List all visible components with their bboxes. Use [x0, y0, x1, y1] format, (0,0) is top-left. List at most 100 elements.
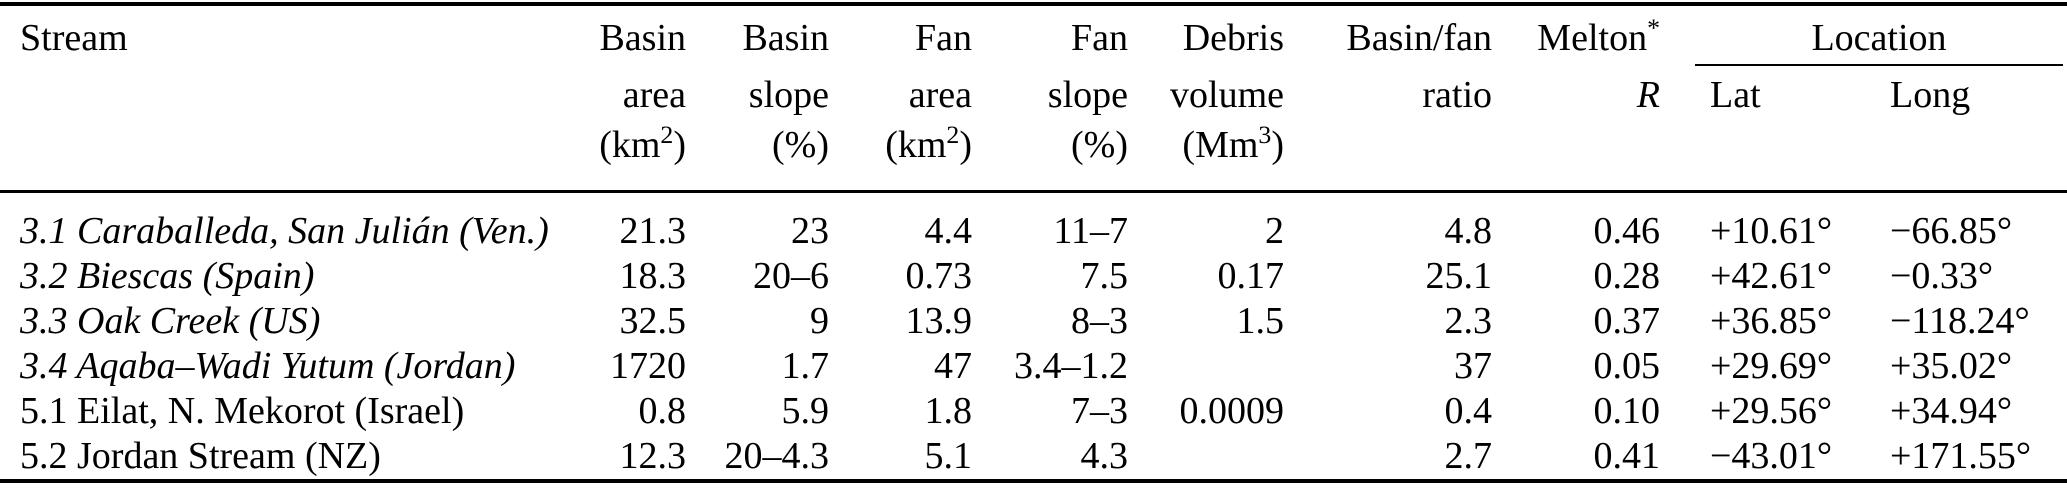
- unit-text: ): [1271, 124, 1284, 166]
- long-value: +35.02°: [1890, 345, 2013, 387]
- col-subheader-area-1: area: [622, 74, 686, 116]
- unit-text: (%): [1071, 124, 1128, 166]
- col-subheader-slope-1: slope: [748, 74, 829, 116]
- basin-area-value: 21.3: [619, 210, 687, 252]
- fan-slope-value: 4.3: [1080, 435, 1129, 477]
- col-unit-empty: [1284, 124, 2067, 192]
- unit-sup: 2: [660, 119, 674, 149]
- lat-value: −43.01°: [1710, 435, 1833, 477]
- basin-slope-value: 1.7: [781, 345, 830, 387]
- header-row-1: Stream Basin Basin Fan Fan Debris Basin/…: [0, 6, 2067, 66]
- col-header-location: Location: [1660, 6, 2067, 66]
- stream-name: 3.2 Biescas (Spain): [20, 255, 315, 297]
- unit-text: ): [959, 124, 972, 166]
- col-header-basin-area: Basin: [599, 17, 686, 59]
- basin-slope-value: 5.9: [781, 390, 830, 432]
- fan-slope-value: 8–3: [1071, 300, 1128, 342]
- melton-label: Melton: [1537, 17, 1648, 59]
- basin-slope-value: 9: [810, 300, 829, 342]
- col-subheader-slope-2: slope: [1047, 74, 1128, 116]
- col-header-debris-volume: Debris: [1182, 17, 1284, 59]
- unit-sup: 2: [946, 119, 960, 149]
- debris-volume-value: 0.17: [1217, 255, 1285, 297]
- fan-area-value: 4.4: [924, 210, 973, 252]
- basin-area-value: 12.3: [619, 435, 687, 477]
- basin-fan-ratio-value: 4.8: [1444, 210, 1493, 252]
- stream-name: 3.4 Aqaba–Wadi Yutum (Jordan): [20, 345, 516, 387]
- table-row: 3.2 Biescas (Spain) 18.3 20–6 0.73 7.5 0…: [0, 254, 2067, 299]
- fan-area-value: 1.8: [924, 390, 973, 432]
- fan-slope-value: 11–7: [1053, 210, 1128, 252]
- unit-text: (%): [772, 124, 829, 166]
- col-header-fan-area: Fan: [915, 17, 972, 59]
- table-row: 3.1 Caraballeda, San Julián (Ven.) 21.3 …: [0, 192, 2067, 255]
- debris-volume-value: [1128, 344, 1284, 389]
- basin-fan-ratio-value: 37: [1454, 345, 1492, 387]
- table-header: Stream Basin Basin Fan Fan Debris Basin/…: [0, 6, 2067, 192]
- lat-value: +29.69°: [1710, 345, 1833, 387]
- fan-area-value: 47: [934, 345, 972, 387]
- basin-slope-value: 20–6: [753, 255, 829, 297]
- col-header-stream: Stream: [20, 17, 128, 59]
- table-top-rule: [0, 2, 2067, 6]
- melton-r-value: 0.37: [1593, 300, 1661, 342]
- stream-name: 3.3 Oak Creek (US): [20, 300, 321, 342]
- data-table: Stream Basin Basin Fan Fan Debris Basin/…: [0, 6, 2067, 479]
- debris-volume-value: [1128, 434, 1284, 479]
- basin-fan-ratio-value: 25.1: [1425, 255, 1493, 297]
- col-subheader-melton-r: R: [1636, 74, 1660, 116]
- stream-name: 3.1 Caraballeda, San Julián (Ven.): [20, 210, 549, 252]
- long-value: −66.85°: [1890, 210, 2013, 252]
- basin-slope-value: 20–4.3: [724, 435, 830, 477]
- lat-value: +29.56°: [1710, 390, 1833, 432]
- col-subheader-volume: volume: [1170, 74, 1284, 116]
- melton-asterisk: *: [1647, 12, 1660, 42]
- basin-area-value: 32.5: [619, 300, 687, 342]
- col-header-basin-slope: Basin: [742, 17, 829, 59]
- melton-r-value: 0.05: [1593, 345, 1661, 387]
- lat-value: +36.85°: [1710, 300, 1833, 342]
- col-subheader-area-2: area: [908, 74, 972, 116]
- header-row-3: (km2) (%) (km2) (%) (Mm3): [0, 121, 2067, 192]
- lat-value: +42.61°: [1710, 255, 1833, 297]
- col-subheader-lat: Lat: [1710, 74, 1761, 116]
- debris-volume-value: 1.5: [1236, 300, 1285, 342]
- col-unit-basin-area: (km2): [586, 121, 686, 192]
- unit-text: ): [673, 124, 686, 166]
- unit-sup: 3: [1258, 119, 1272, 149]
- col-subheader-long: Long: [1890, 74, 1971, 116]
- table-row: 3.4 Aqaba–Wadi Yutum (Jordan) 1720 1.7 4…: [0, 344, 2067, 389]
- long-value: +171.55°: [1890, 435, 2032, 477]
- melton-r-value: 0.46: [1593, 210, 1661, 252]
- basin-fan-ratio-value: 2.3: [1444, 300, 1493, 342]
- melton-r-value: 0.28: [1593, 255, 1661, 297]
- table-row: 5.1 Eilat, N. Mekorot (Israel) 0.8 5.9 1…: [0, 389, 2067, 434]
- lat-value: +10.61°: [1710, 210, 1833, 252]
- basin-area-value: 1720: [610, 345, 686, 387]
- table-body: 3.1 Caraballeda, San Julián (Ven.) 21.3 …: [0, 192, 2067, 480]
- basin-area-value: 0.8: [638, 390, 687, 432]
- fan-area-value: 0.73: [905, 255, 973, 297]
- col-unit-fan-slope: (%): [972, 124, 1128, 192]
- long-value: −118.24°: [1890, 300, 2030, 342]
- melton-r-value: 0.41: [1593, 435, 1661, 477]
- stream-name: 5.1 Eilat, N. Mekorot (Israel): [20, 390, 465, 432]
- basin-area-value: 18.3: [619, 255, 687, 297]
- unit-text: (km: [885, 124, 947, 166]
- stream-name: 5.2 Jordan Stream (NZ): [20, 435, 381, 477]
- basin-slope-value: 23: [791, 210, 829, 252]
- col-unit-fan-area: (km2): [829, 121, 972, 192]
- melton-r-value: 0.10: [1593, 390, 1661, 432]
- long-value: −0.33°: [1890, 255, 1994, 297]
- location-label: Location: [1811, 17, 1947, 59]
- unit-text: (Mm: [1182, 124, 1259, 166]
- fan-slope-value: 7.5: [1080, 255, 1129, 297]
- header-row-2: area slope area slope volume ratio R Lat…: [0, 66, 2067, 124]
- table-row: 3.3 Oak Creek (US) 32.5 9 13.9 8–3 1.5 2…: [0, 299, 2067, 344]
- fan-slope-value: 3.4–1.2: [1014, 345, 1128, 387]
- debris-volume-value: 2: [1265, 210, 1284, 252]
- fan-area-value: 13.9: [905, 300, 973, 342]
- col-header-melton: Melton*: [1492, 6, 1660, 66]
- col-unit-debris-volume: (Mm3): [1128, 121, 1284, 192]
